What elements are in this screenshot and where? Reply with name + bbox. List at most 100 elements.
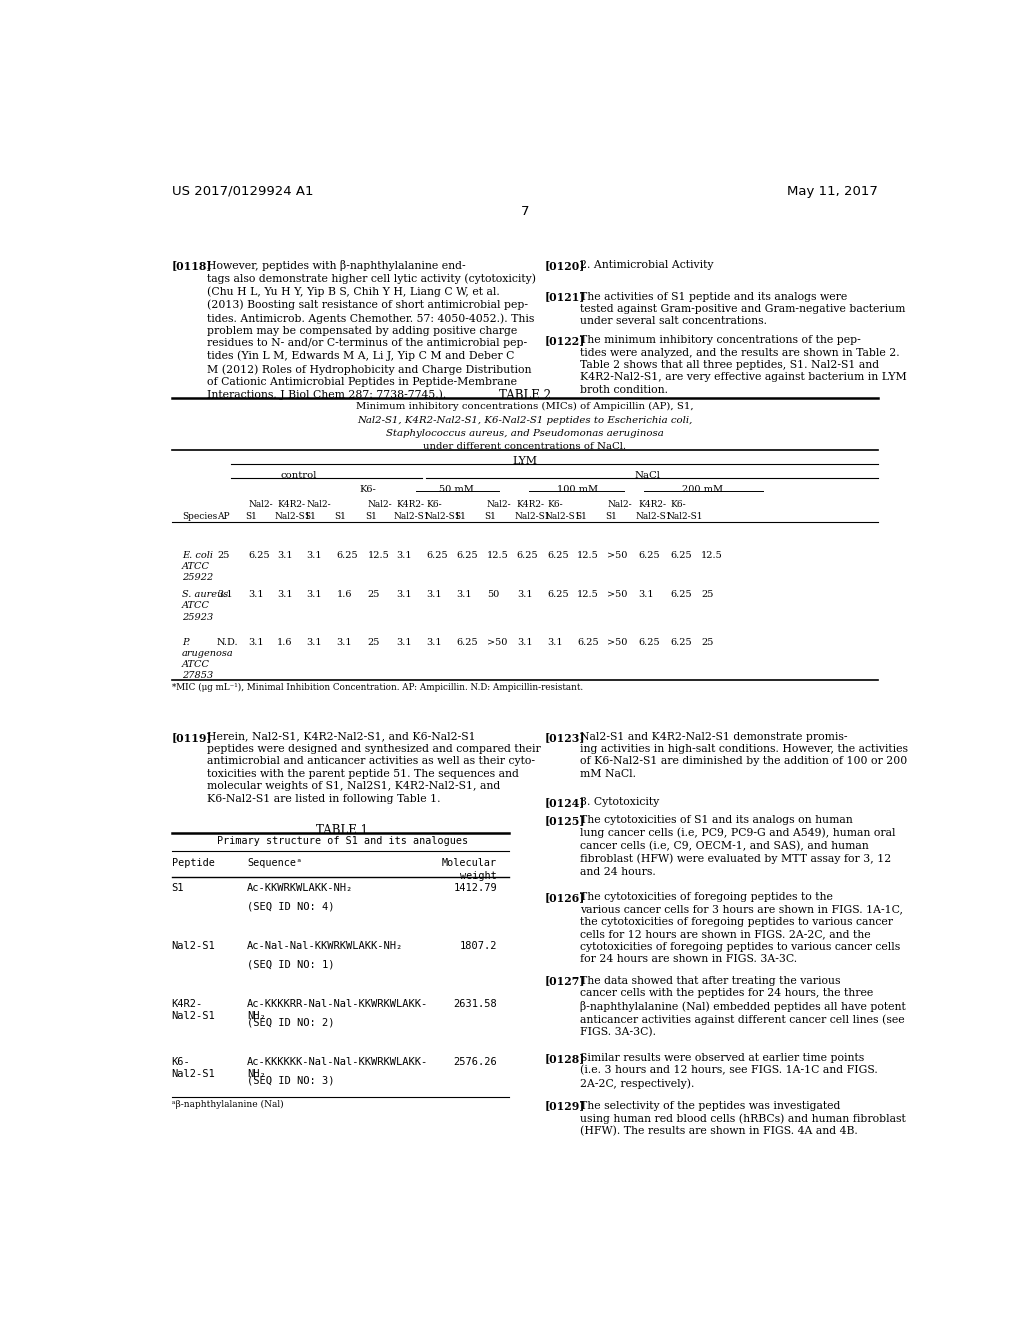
Text: Peptide: Peptide xyxy=(172,858,214,867)
Text: 2576.26: 2576.26 xyxy=(454,1057,497,1067)
Text: Nal2-S1: Nal2-S1 xyxy=(514,512,551,521)
Text: 3.1: 3.1 xyxy=(249,590,264,599)
Text: 6.25: 6.25 xyxy=(670,590,691,599)
Text: The minimum inhibitory concentrations of the pep-
tides were analyzed, and the r: The minimum inhibitory concentrations of… xyxy=(580,335,906,395)
Text: K6-: K6- xyxy=(359,484,376,494)
Text: 50: 50 xyxy=(486,590,499,599)
Text: [0118]: [0118] xyxy=(172,260,212,271)
Text: Ac-KKKKKK-Nal-Nal-KKWRKWLAKK-
NH₂: Ac-KKKKKK-Nal-Nal-KKWRKWLAKK- NH₂ xyxy=(247,1057,428,1080)
Text: 3.1: 3.1 xyxy=(457,590,472,599)
Text: 200 mM: 200 mM xyxy=(682,484,723,494)
Text: 3.1: 3.1 xyxy=(306,638,323,647)
Text: 1.6: 1.6 xyxy=(278,638,293,647)
Text: 3.1: 3.1 xyxy=(517,590,532,599)
Text: 6.25: 6.25 xyxy=(249,550,270,560)
Text: [0126]: [0126] xyxy=(545,892,585,903)
Text: 6.25: 6.25 xyxy=(517,550,539,560)
Text: Nal2-S1: Nal2-S1 xyxy=(274,512,311,521)
Text: Staphylococcus aureus, and Pseudomonas aeruginosa: Staphylococcus aureus, and Pseudomonas a… xyxy=(386,429,664,438)
Text: (SEQ ID NO: 3): (SEQ ID NO: 3) xyxy=(247,1076,335,1085)
Text: K6-
Nal2-S1: K6- Nal2-S1 xyxy=(172,1057,215,1080)
Text: K6-: K6- xyxy=(670,500,686,510)
Text: 3.1: 3.1 xyxy=(249,638,264,647)
Text: Nal2-S1: Nal2-S1 xyxy=(667,512,703,521)
Text: 3.1: 3.1 xyxy=(337,638,352,647)
Text: Ac-KKWRKWLAKK-NH₂: Ac-KKWRKWLAKK-NH₂ xyxy=(247,883,353,894)
Text: 12.5: 12.5 xyxy=(486,550,509,560)
Text: 6.25: 6.25 xyxy=(638,638,659,647)
Text: [0124]: [0124] xyxy=(545,797,585,808)
Text: [0127]: [0127] xyxy=(545,975,585,986)
Text: >50: >50 xyxy=(607,550,628,560)
Text: 6.25: 6.25 xyxy=(457,638,478,647)
Text: [0125]: [0125] xyxy=(545,814,585,826)
Text: AP: AP xyxy=(217,512,229,521)
Text: 6.25: 6.25 xyxy=(638,550,659,560)
Text: The data showed that after treating the various
cancer cells with the peptides f: The data showed that after treating the … xyxy=(580,975,905,1038)
Text: (SEQ ID NO: 2): (SEQ ID NO: 2) xyxy=(247,1018,335,1027)
Text: [0128]: [0128] xyxy=(545,1053,585,1064)
Text: 3.1: 3.1 xyxy=(396,638,412,647)
Text: 3.1: 3.1 xyxy=(638,590,654,599)
Text: 25: 25 xyxy=(701,638,714,647)
Text: Nal2-: Nal2- xyxy=(607,500,632,510)
Text: 2631.58: 2631.58 xyxy=(454,999,497,1008)
Text: LYM: LYM xyxy=(512,457,538,466)
Text: The selectivity of the peptides was investigated
using human red blood cells (hR: The selectivity of the peptides was inve… xyxy=(580,1101,905,1137)
Text: [0123]: [0123] xyxy=(545,731,585,743)
Text: 12.5: 12.5 xyxy=(578,590,599,599)
Text: Nal2-S1, K4R2-Nal2-S1, K6-Nal2-S1 peptides to Escherichia coli,: Nal2-S1, K4R2-Nal2-S1, K6-Nal2-S1 peptid… xyxy=(357,416,692,425)
Text: >50: >50 xyxy=(607,590,628,599)
Text: S1: S1 xyxy=(334,512,346,521)
Text: >50: >50 xyxy=(486,638,507,647)
Text: Herein, Nal2-S1, K4R2-Nal2-S1, and K6-Nal2-S1
peptides were designed and synthes: Herein, Nal2-S1, K4R2-Nal2-S1, and K6-Na… xyxy=(207,731,541,804)
Text: S1: S1 xyxy=(366,512,377,521)
Text: 12.5: 12.5 xyxy=(368,550,389,560)
Text: 6.25: 6.25 xyxy=(670,550,691,560)
Text: >50: >50 xyxy=(607,638,628,647)
Text: 6.25: 6.25 xyxy=(457,550,478,560)
Text: 6.25: 6.25 xyxy=(547,590,568,599)
Text: Nal2-: Nal2- xyxy=(249,500,273,510)
Text: 7: 7 xyxy=(520,205,529,218)
Text: Nal2-: Nal2- xyxy=(306,500,331,510)
Text: K4R2-: K4R2- xyxy=(396,500,424,510)
Text: 3.1: 3.1 xyxy=(426,638,442,647)
Text: Nal2-S1 and K4R2-Nal2-S1 demonstrate promis-
ing activities in high-salt conditi: Nal2-S1 and K4R2-Nal2-S1 demonstrate pro… xyxy=(580,731,907,779)
Text: Primary structure of S1 and its analogues: Primary structure of S1 and its analogue… xyxy=(217,837,468,846)
Text: 3.1: 3.1 xyxy=(396,550,412,560)
Text: N.D.: N.D. xyxy=(217,638,239,647)
Text: Minimum inhibitory concentrations (MICs) of Ampicillin (AP), S1,: Minimum inhibitory concentrations (MICs)… xyxy=(356,403,693,412)
Text: (SEQ ID NO: 4): (SEQ ID NO: 4) xyxy=(247,902,335,911)
Text: S1: S1 xyxy=(246,512,257,521)
Text: 3.1: 3.1 xyxy=(306,550,323,560)
Text: 100 mM: 100 mM xyxy=(557,484,599,494)
Text: P.
arugenosa
ATCC
27853: P. arugenosa ATCC 27853 xyxy=(182,638,233,680)
Text: 3.1: 3.1 xyxy=(217,590,232,599)
Text: 25: 25 xyxy=(368,638,380,647)
Text: S1: S1 xyxy=(484,512,497,521)
Text: Species: Species xyxy=(182,512,217,521)
Text: May 11, 2017: May 11, 2017 xyxy=(787,185,878,198)
Text: 1412.79: 1412.79 xyxy=(454,883,497,894)
Text: Similar results were observed at earlier time points
(i.e. 3 hours and 12 hours,: Similar results were observed at earlier… xyxy=(580,1053,878,1089)
Text: 6.25: 6.25 xyxy=(547,550,568,560)
Text: [0129]: [0129] xyxy=(545,1101,585,1111)
Text: E. coli
ATCC
25922: E. coli ATCC 25922 xyxy=(182,550,213,582)
Text: TABLE 1: TABLE 1 xyxy=(316,824,369,837)
Text: 3.1: 3.1 xyxy=(278,590,293,599)
Text: K6-: K6- xyxy=(426,500,442,510)
Text: K4R2-: K4R2- xyxy=(517,500,545,510)
Text: K4R2-: K4R2- xyxy=(638,500,667,510)
Text: 6.25: 6.25 xyxy=(337,550,358,560)
Text: Nal2-S1: Nal2-S1 xyxy=(394,512,430,521)
Text: Ac-Nal-Nal-KKWRKWLAKK-NH₂: Ac-Nal-Nal-KKWRKWLAKK-NH₂ xyxy=(247,941,403,950)
Text: [0119]: [0119] xyxy=(172,731,212,743)
Text: S1: S1 xyxy=(455,512,466,521)
Text: 1.6: 1.6 xyxy=(337,590,352,599)
Text: Sequenceᵃ: Sequenceᵃ xyxy=(247,858,302,867)
Text: under different concentrations of NaCl.: under different concentrations of NaCl. xyxy=(423,442,627,451)
Text: 2. Antimicrobial Activity: 2. Antimicrobial Activity xyxy=(580,260,713,271)
Text: Ac-KKKKRR-Nal-Nal-KKWRKWLAKK-
NH₂: Ac-KKKKRR-Nal-Nal-KKWRKWLAKK- NH₂ xyxy=(247,999,428,1022)
Text: 6.25: 6.25 xyxy=(670,638,691,647)
